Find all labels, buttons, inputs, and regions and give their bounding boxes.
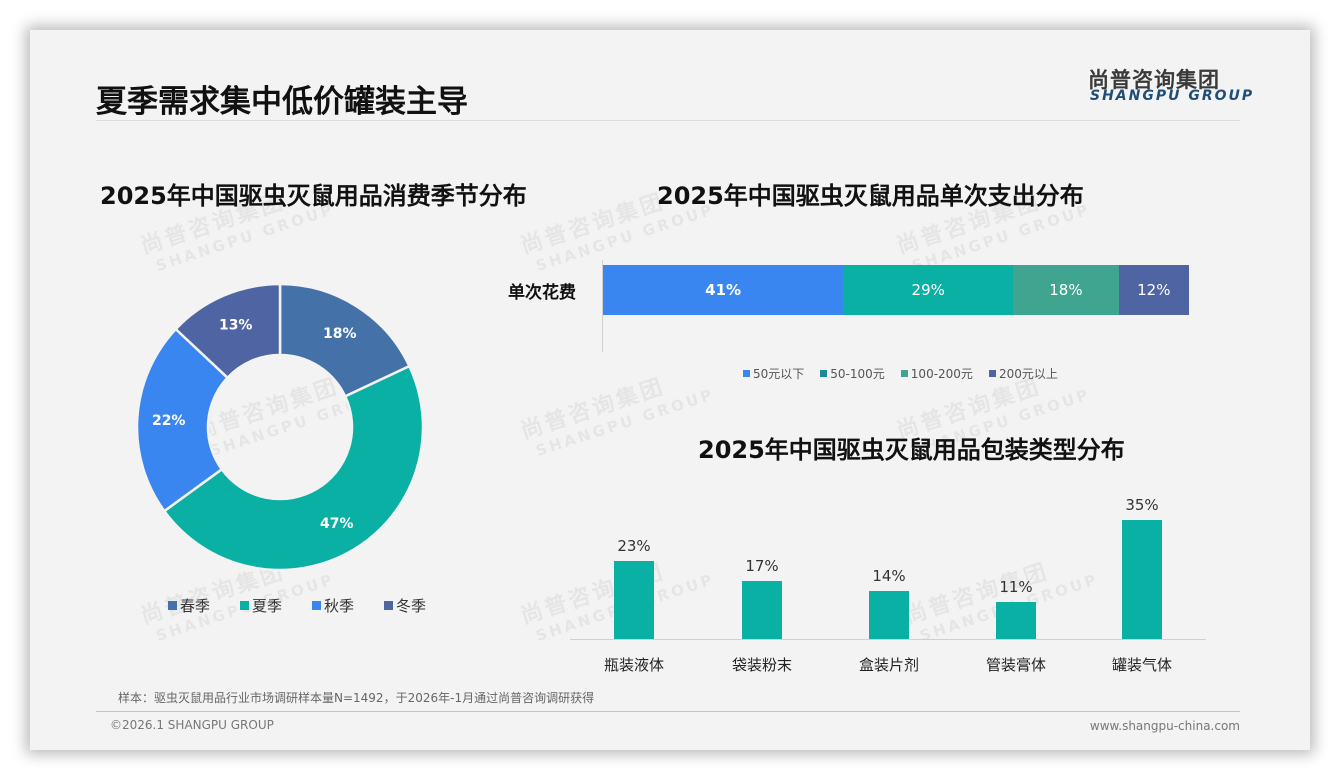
- legend-label: 秋季: [324, 597, 355, 615]
- legend-swatch: [900, 370, 908, 377]
- legend-item: 夏季: [240, 595, 282, 616]
- page-title: 夏季需求集中低价罐装主导: [96, 84, 468, 120]
- logo-chinese: 尚普咨询集团: [1088, 68, 1220, 92]
- legend-swatch: [168, 601, 177, 610]
- legend-item: 冬季: [384, 595, 426, 616]
- legend-swatch: [743, 370, 750, 377]
- donut-chart: 18% 47% 22% 13%: [135, 282, 425, 572]
- donut-data-label: 22%: [152, 413, 186, 429]
- column-category-label: 罐装气体: [1111, 656, 1172, 674]
- stacked-bar: 41% 29% 18% 12%: [603, 265, 1189, 315]
- column-bar: [869, 591, 909, 639]
- legend-swatch: [240, 601, 250, 610]
- column-bar: [742, 581, 782, 639]
- donut-chart-title: 2025年中国驱虫灭鼠用品消费季节分布: [100, 182, 527, 210]
- donut-data-label: 47%: [320, 516, 354, 532]
- stacked-chart-title: 2025年中国驱虫灭鼠用品单次支出分布: [657, 182, 1084, 210]
- legend-label: 50-100元: [830, 367, 885, 381]
- stacked-segment: 12%: [1118, 265, 1189, 315]
- footer-website[interactable]: www.shangpu-china.com: [1089, 719, 1240, 733]
- donut-legend: 春季 夏季 秋季 冬季: [168, 595, 456, 616]
- stacked-axis: [602, 260, 603, 352]
- legend-swatch: [384, 601, 394, 610]
- donut-data-label: 13%: [219, 318, 253, 334]
- stacked-segment: 29%: [843, 265, 1014, 315]
- donut-segment: [278, 282, 412, 399]
- column-bar: [1122, 520, 1162, 639]
- column-category-label: 袋装粉末: [731, 656, 792, 674]
- column-category-label: 瓶装液体: [603, 656, 664, 674]
- legend-item: 100-200元: [900, 365, 973, 382]
- sample-note: 样本：驱虫灭鼠用品行业市场调研样本量N=1492，于2026年-1月通过尚普咨询…: [118, 691, 595, 705]
- donut-segment: [173, 282, 282, 380]
- legend-item: 春季: [168, 595, 210, 616]
- column-chart-baseline: [570, 639, 1206, 640]
- column-bar: [996, 601, 1036, 639]
- legend-swatch: [820, 370, 828, 377]
- stacked-row-label: 单次花费: [508, 283, 576, 303]
- column-chart-title: 2025年中国驱虫灭鼠用品包装类型分布: [698, 436, 1125, 464]
- footer-divider: [96, 711, 1240, 712]
- column-data-label: 11%: [999, 577, 1033, 596]
- stacked-segment: 18%: [1013, 265, 1119, 315]
- column-bar: [614, 560, 654, 639]
- legend-label: 50元以下: [753, 367, 805, 381]
- column-data-label: 17%: [745, 557, 779, 576]
- legend-item: 秋季: [312, 595, 354, 616]
- logo-english: SHANGPU GROUP: [1090, 88, 1255, 104]
- footer-copyright: ©2026.1 SHANGPU GROUP: [110, 718, 274, 732]
- donut-segment: [162, 364, 425, 572]
- title-divider: [96, 120, 1240, 121]
- legend-swatch: [988, 370, 996, 377]
- donut-segment: [135, 327, 230, 513]
- legend-item: 50元以下: [743, 365, 804, 382]
- column-data-label: 14%: [872, 567, 906, 586]
- column-data-label: 35%: [1125, 496, 1159, 514]
- column-data-label: 23%: [617, 536, 651, 555]
- legend-label: 200元以上: [998, 367, 1058, 381]
- column-category-label: 管装膏体: [985, 656, 1046, 674]
- legend-label: 100-200元: [910, 367, 973, 381]
- column-chart-plot: 23% 17% 14% 11% 35%: [570, 496, 1206, 639]
- column-chart-categories: 瓶装液体 袋装粉末 盒装片剂 管装膏体 罐装气体: [570, 654, 1206, 678]
- stacked-legend: 50元以下 50-100元 100-200元 200元以上: [743, 365, 1074, 382]
- column-category-label: 盒装片剂: [858, 656, 919, 674]
- legend-swatch: [312, 601, 322, 610]
- legend-label: 春季: [180, 597, 211, 615]
- watermark: 尚普咨询集团 SHANGPU GROUP: [517, 374, 717, 461]
- donut-data-label: 18%: [323, 326, 357, 342]
- legend-item: 50-100元: [820, 365, 885, 382]
- legend-label: 夏季: [252, 597, 283, 615]
- legend-label: 冬季: [396, 597, 427, 615]
- legend-item: 200元以上: [988, 365, 1058, 382]
- stacked-segment: 41%: [603, 265, 844, 315]
- slide: 夏季需求集中低价罐装主导 尚普咨询集团 SHANGPU GROUP 尚普咨询集团…: [30, 30, 1310, 750]
